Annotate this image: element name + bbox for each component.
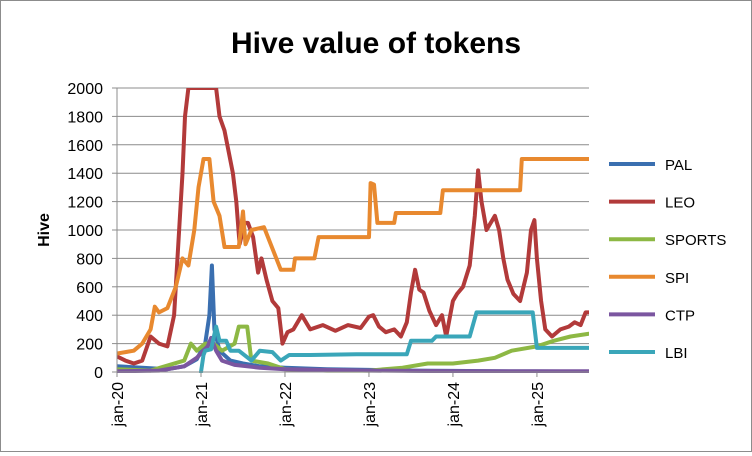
- y-tick-label: 1400: [67, 166, 103, 183]
- y-tick-label: 0: [94, 365, 103, 382]
- legend-label-lbi: LBI: [665, 345, 688, 362]
- y-tick-label: 1800: [67, 109, 103, 126]
- y-axis-label: Hive: [36, 213, 53, 247]
- x-tick-label: jan-25: [530, 382, 547, 428]
- legend-label-pal: PAL: [665, 157, 692, 174]
- y-tick-label: 2000: [67, 81, 103, 98]
- y-axis-ticks: 0 200 400 600 800 1000 1200 1400 1600 1800 2000: [67, 81, 117, 382]
- x-tick-label: jan-24: [446, 382, 463, 428]
- axes: [116, 88, 589, 373]
- x-axis-ticks: jan-20 jan-21 jan-22 jan-23 jan-24 jan-25: [110, 372, 547, 427]
- series-line-sports: [117, 324, 589, 373]
- legend-label-spi: SPI: [665, 270, 689, 287]
- series-lines: [117, 88, 589, 373]
- legend: PAL LEO SPORTS SPI CTP LBI: [609, 157, 726, 362]
- series-line-ctp: [117, 335, 589, 373]
- series-line-leo: [117, 88, 589, 366]
- y-tick-label: 1000: [67, 223, 103, 240]
- y-tick-label: 400: [76, 308, 103, 325]
- y-tick-label: 800: [76, 251, 103, 268]
- gridlines: [117, 87, 589, 373]
- x-tick-label: jan-22: [278, 382, 295, 428]
- x-tick-label: jan-21: [194, 382, 211, 428]
- x-tick-label: jan-20: [110, 382, 127, 428]
- series-group: [117, 88, 589, 373]
- y-tick-label: 600: [76, 280, 103, 297]
- chart-title: Hive value of tokens: [231, 27, 521, 60]
- legend-label-sports: SPORTS: [665, 232, 726, 249]
- y-tick-label: 200: [76, 337, 103, 354]
- legend-label-leo: LEO: [665, 195, 695, 212]
- series-line-lbi: [199, 310, 589, 373]
- legend-label-ctp: CTP: [665, 307, 695, 324]
- series-line-spi: [117, 157, 589, 356]
- x-tick-label: jan-23: [362, 382, 379, 428]
- y-tick-label: 1200: [67, 195, 103, 212]
- y-tick-label: 1600: [67, 138, 103, 155]
